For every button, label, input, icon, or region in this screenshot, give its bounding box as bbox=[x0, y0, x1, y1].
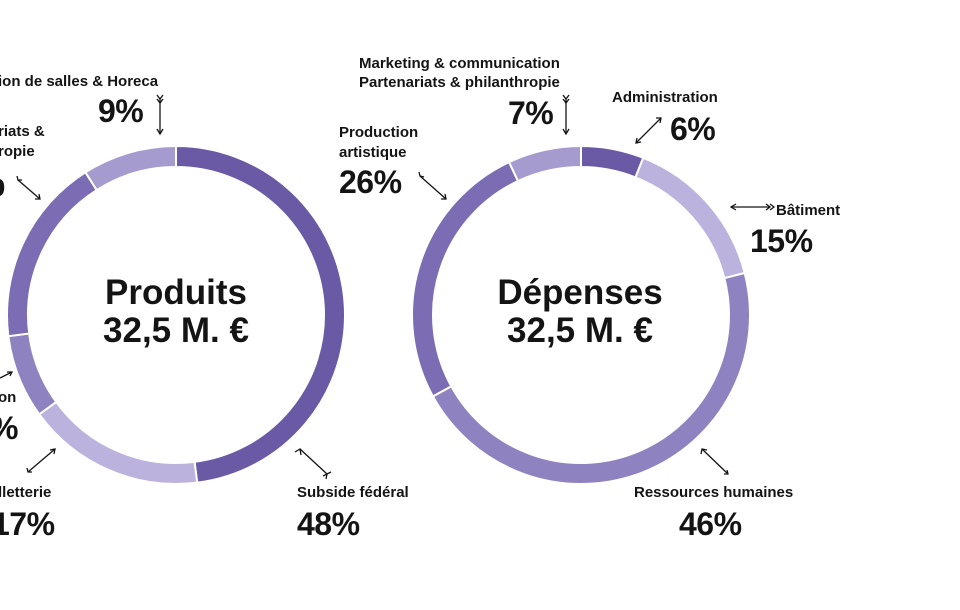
depenses-total: 32,5 M. € bbox=[507, 311, 653, 350]
label-partenariats-line2: ropie bbox=[0, 143, 35, 160]
depenses-title: Dépenses bbox=[497, 273, 662, 312]
label-slice-on: on bbox=[0, 389, 16, 406]
slice-produits-lletterie bbox=[37, 400, 199, 485]
arrow-billetterie-icon bbox=[26, 448, 56, 473]
slice-depenses-marketing-communication-partenariats-philanthropie bbox=[507, 144, 582, 183]
arrow-marketing-icon bbox=[562, 94, 570, 136]
pct-partenariats-cut: b bbox=[0, 167, 5, 203]
arrow-partenariats-icon bbox=[16, 175, 41, 200]
label-partenariats-line1: riats & bbox=[0, 123, 45, 140]
label-subside-federal: Subside fédéral bbox=[297, 484, 409, 501]
slice-depenses-batiment bbox=[634, 156, 746, 280]
slice-produits-riats-ropie bbox=[6, 170, 99, 338]
pct-administration: 6% bbox=[670, 111, 715, 147]
slice-depenses-administration bbox=[580, 144, 645, 179]
depenses-ring bbox=[411, 144, 752, 486]
produits-ring bbox=[6, 144, 346, 485]
chart-depenses: Dépenses 32,5 M. € Administration 6% Bât… bbox=[339, 55, 840, 542]
produits-title: Produits bbox=[105, 273, 247, 312]
pct-slice-on: % bbox=[0, 410, 18, 446]
pct-production-artistique: 26% bbox=[339, 164, 402, 200]
arrow-administration-icon bbox=[635, 117, 662, 144]
arrow-slice-on-icon bbox=[0, 371, 14, 379]
arrow-subside-federal-icon bbox=[294, 447, 332, 480]
label-ressources-humaines: Ressources humaines bbox=[634, 484, 793, 501]
arrow-location-salles-icon bbox=[156, 94, 164, 136]
pct-batiment: 15% bbox=[750, 223, 813, 259]
label-production-artistique-line1: Production bbox=[339, 124, 418, 141]
pct-marketing-partenariats: 7% bbox=[508, 95, 553, 131]
slice-produits-ion-de-salles-horeca bbox=[84, 144, 177, 192]
label-location-salles: ion de salles & Horeca bbox=[0, 73, 159, 90]
pct-subside-federal: 48% bbox=[297, 506, 360, 542]
label-administration: Administration bbox=[612, 89, 718, 106]
label-marketing-communication: Marketing & communication bbox=[359, 55, 560, 72]
label-partenariats-philanthropie: Partenariats & philanthropie bbox=[359, 74, 560, 91]
pct-billetterie: 17% bbox=[0, 506, 55, 542]
label-production-artistique-line2: artistique bbox=[339, 144, 407, 161]
arrow-batiment-icon bbox=[729, 203, 776, 211]
arrow-ressources-humaines-icon bbox=[700, 448, 729, 475]
label-batiment: Bâtiment bbox=[776, 202, 840, 219]
pct-ressources-humaines: 46% bbox=[679, 506, 742, 542]
label-billetterie: lletterie bbox=[0, 484, 51, 501]
arrow-production-artistique-icon bbox=[418, 171, 447, 200]
chart-produits: Produits 32,5 M. € Subside fédéral 48% l… bbox=[0, 73, 409, 542]
pct-location-salles: 9% bbox=[98, 93, 143, 129]
produits-total: 32,5 M. € bbox=[103, 311, 249, 350]
